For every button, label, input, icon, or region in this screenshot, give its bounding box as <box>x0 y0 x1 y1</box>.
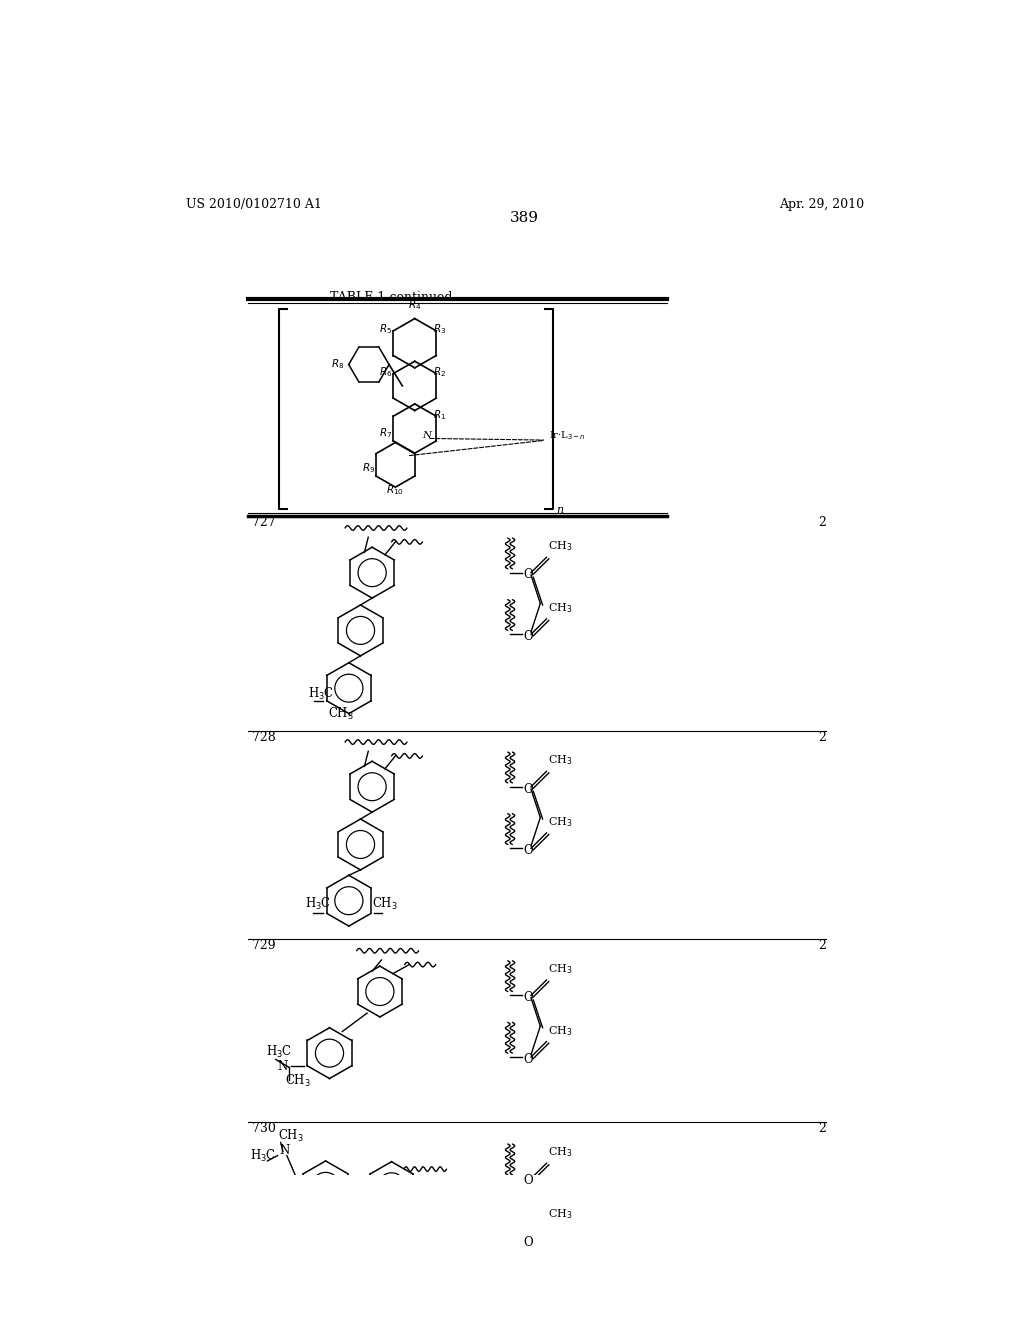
Text: $R_2$: $R_2$ <box>433 366 446 379</box>
Text: n: n <box>556 504 563 515</box>
Text: $R_9$: $R_9$ <box>361 462 375 475</box>
Text: $R_3$: $R_3$ <box>433 322 446 337</box>
Text: 2: 2 <box>818 516 825 529</box>
Text: H$_3$C: H$_3$C <box>308 686 334 702</box>
Text: CH$_3$: CH$_3$ <box>278 1129 303 1144</box>
Text: 389: 389 <box>510 211 540 224</box>
Text: O: O <box>523 1053 532 1065</box>
Text: CH$_3$: CH$_3$ <box>548 1146 572 1159</box>
Text: US 2010/0102710 A1: US 2010/0102710 A1 <box>186 198 322 211</box>
Text: Apr. 29, 2010: Apr. 29, 2010 <box>779 198 864 211</box>
Text: 2: 2 <box>818 730 825 743</box>
Text: CH$_3$: CH$_3$ <box>548 601 572 615</box>
Text: CH$_3$: CH$_3$ <box>329 706 354 722</box>
Text: 728: 728 <box>252 730 275 743</box>
Text: N: N <box>423 432 432 441</box>
Text: $R_5$: $R_5$ <box>379 322 392 337</box>
Text: O: O <box>523 1175 532 1188</box>
Text: Ir·L$_{3-n}$: Ir·L$_{3-n}$ <box>549 429 586 442</box>
Text: $R_6$: $R_6$ <box>379 366 392 379</box>
Text: $R_{10}$: $R_{10}$ <box>386 483 404 498</box>
Text: O: O <box>523 569 532 582</box>
Text: CH$_3$: CH$_3$ <box>548 540 572 553</box>
Text: CH$_3$: CH$_3$ <box>548 754 572 767</box>
Text: O: O <box>523 843 532 857</box>
Text: N: N <box>278 1060 288 1073</box>
Text: 729: 729 <box>252 940 275 952</box>
Text: O: O <box>523 783 532 796</box>
Text: 727: 727 <box>252 516 275 529</box>
Text: CH$_3$: CH$_3$ <box>548 1208 572 1221</box>
Text: $R_8$: $R_8$ <box>332 358 345 371</box>
Text: CH$_3$: CH$_3$ <box>372 896 397 912</box>
Text: CH$_3$: CH$_3$ <box>285 1073 310 1089</box>
Text: H$_3$C: H$_3$C <box>265 1044 292 1060</box>
Text: $R_4$: $R_4$ <box>408 298 422 313</box>
Text: O: O <box>523 1236 532 1249</box>
Text: 2: 2 <box>818 1122 825 1135</box>
Text: TABLE 1-continued: TABLE 1-continued <box>331 290 453 304</box>
Text: CH$_3$: CH$_3$ <box>548 962 572 977</box>
Text: O: O <box>523 630 532 643</box>
Text: CH$_3$: CH$_3$ <box>548 1024 572 1038</box>
Text: H$_3$C: H$_3$C <box>305 896 332 912</box>
Text: 730: 730 <box>252 1122 275 1135</box>
Text: O: O <box>523 991 532 1005</box>
Text: $R_1$: $R_1$ <box>433 408 446 421</box>
Text: $R_7$: $R_7$ <box>379 426 392 440</box>
Text: 2: 2 <box>818 940 825 952</box>
Text: N: N <box>280 1144 290 1158</box>
Text: CH$_3$: CH$_3$ <box>548 816 572 829</box>
Text: H$_3$C: H$_3$C <box>250 1147 275 1163</box>
